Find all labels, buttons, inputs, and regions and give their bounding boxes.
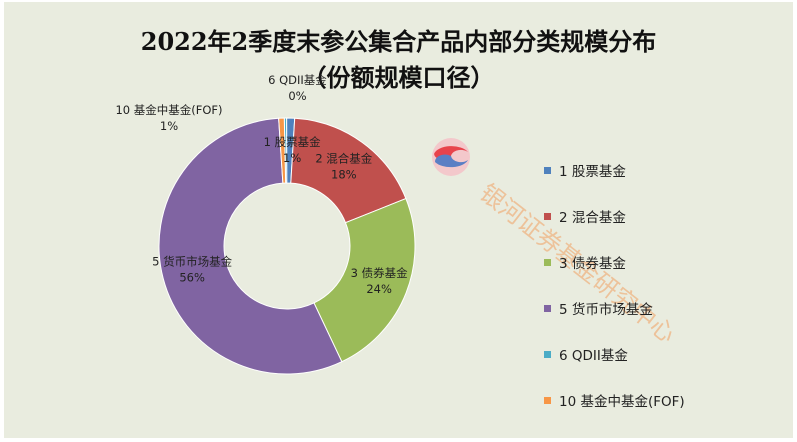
legend-item: 1 股票基金: [544, 147, 685, 193]
legend-item: 2 混合基金: [544, 193, 685, 239]
donut-slice: [290, 117, 407, 224]
slice-percent-label: 18%: [331, 167, 357, 181]
legend-label: 5 货币市场基金: [559, 302, 653, 318]
donut-slice: [158, 117, 343, 375]
legend-label: 10 基金中基金(FOF): [559, 394, 685, 410]
chart-legend: 1 股票基金 2 混合基金 3 债券基金 5 货币市场基金 6 QDII基金 10 基金中…: [544, 147, 685, 423]
chart-title: 2022年2季度末参公集合产品内部分类规模分布: [140, 27, 657, 56]
legend-swatch: [544, 212, 551, 220]
legend-label: 2 混合基金: [559, 210, 626, 226]
slice-percent-label: 0%: [288, 89, 306, 103]
legend-item: 6 QDII基金: [544, 331, 685, 377]
legend-swatch: [544, 258, 551, 266]
slice-percent-label: 56%: [179, 271, 205, 285]
donut-slice: [313, 197, 416, 363]
legend-label: 3 债券基金: [559, 256, 626, 272]
slice-name-label: 3 债券基金: [351, 266, 408, 280]
slice-name-label: 1 股票基金: [264, 135, 321, 149]
legend-swatch: [544, 166, 551, 174]
legend-label: 6 QDII基金: [559, 348, 628, 364]
legend-swatch: [544, 304, 551, 312]
slice-name-label: 2 混合基金: [315, 151, 372, 165]
slice-percent-label: 1%: [160, 119, 178, 133]
legend-swatch: [544, 350, 551, 358]
slice-name-label: 6 QDII基金: [268, 73, 327, 87]
slice-name-label: 10 基金中基金(FOF): [115, 103, 222, 117]
legend-label: 1 股票基金: [559, 164, 626, 180]
legend-swatch: [544, 396, 551, 404]
slice-name-label: 5 货币市场基金: [152, 255, 232, 269]
chart-subtitle: （份额规模口径）: [302, 63, 495, 92]
slice-percent-label: 24%: [366, 282, 392, 296]
legend-item: 5 货币市场基金: [544, 285, 685, 331]
donut-slice: [278, 117, 287, 184]
slice-percent-label: 1%: [283, 151, 301, 165]
legend-item: 10 基金中基金(FOF): [544, 377, 685, 423]
legend-item: 3 债券基金: [544, 239, 685, 285]
